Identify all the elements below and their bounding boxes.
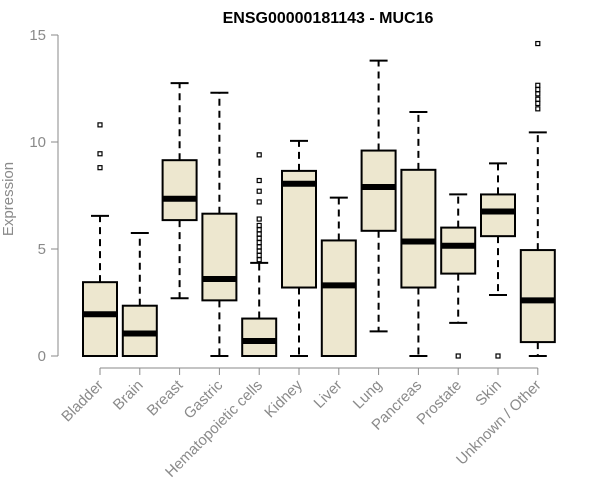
category-label: Bladder: [58, 377, 107, 426]
outlier-point: [256, 177, 262, 184]
outlier-point: [535, 40, 541, 47]
iqr-box: [241, 317, 278, 357]
iqr-box: [82, 281, 118, 358]
outlier-point: [535, 82, 541, 88]
iqr-box: [480, 193, 516, 238]
iqr-box: [519, 249, 556, 344]
box-2: [161, 82, 198, 300]
outlier-point: [256, 152, 262, 158]
outlier-point: [97, 165, 103, 171]
boxes-group: [82, 40, 556, 359]
iqr-box: [281, 169, 317, 289]
box-11: [519, 40, 556, 357]
outlier-point: [535, 96, 541, 102]
category-label: Skin: [472, 377, 505, 410]
box-1: [121, 231, 158, 357]
iqr-box: [400, 168, 437, 289]
y-axis: 0 5 10 15: [29, 27, 59, 365]
box-5: [281, 139, 317, 357]
outlier-point: [256, 252, 262, 259]
iqr-box: [161, 159, 198, 222]
outlier-point: [256, 216, 262, 222]
category-label: Prostate: [413, 377, 465, 429]
outlier-point: [256, 257, 262, 263]
box-6: [320, 196, 357, 357]
outlier-point: [455, 353, 461, 359]
category-label: Breast: [144, 376, 187, 419]
outlier-point: [535, 106, 541, 112]
category-label: Brain: [110, 377, 147, 414]
outlier-point: [495, 353, 501, 359]
outlier-point: [535, 100, 541, 107]
outlier-point: [256, 248, 262, 254]
box-9: [440, 193, 477, 359]
outlier-point: [535, 86, 541, 93]
box-8: [400, 111, 437, 357]
y-tick-label: 5: [38, 241, 46, 258]
outlier-point: [97, 122, 103, 128]
box-7: [360, 59, 397, 333]
y-tick-label: 0: [38, 348, 46, 365]
outlier-point: [535, 91, 541, 97]
box-3: [201, 91, 238, 357]
box-0: [82, 122, 118, 358]
outlier-point: [256, 222, 262, 229]
y-tick-label: 10: [29, 134, 46, 151]
outlier-point: [256, 244, 262, 250]
category-label: Liver: [311, 377, 346, 412]
outlier-point: [256, 231, 262, 237]
y-tick-label: 15: [29, 27, 46, 44]
iqr-box: [360, 149, 397, 232]
outlier-point: [97, 151, 103, 157]
outlier-point: [256, 235, 262, 241]
chart-title: ENSG00000181143 - MUC16: [223, 10, 434, 27]
outlier-point: [256, 199, 262, 205]
iqr-box: [201, 212, 238, 302]
y-axis-label: Expression: [0, 162, 17, 236]
iqr-box: [440, 226, 477, 275]
iqr-box: [320, 239, 357, 357]
outlier-point: [256, 227, 262, 233]
box-10: [480, 162, 516, 359]
outlier-point: [256, 239, 262, 246]
category-label: Lung: [350, 377, 386, 413]
category-label: Kidney: [261, 376, 306, 421]
box-4: [241, 152, 278, 357]
outlier-point: [256, 188, 262, 194]
